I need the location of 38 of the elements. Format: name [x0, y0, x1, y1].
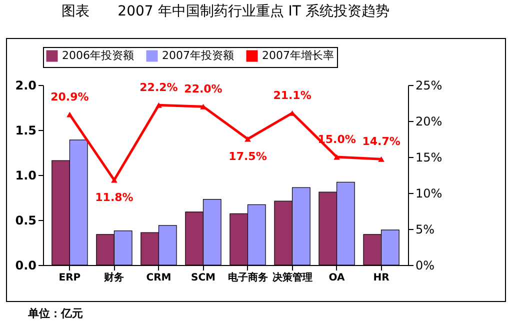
point	[378, 156, 384, 162]
point	[156, 102, 162, 108]
x-tick-label: OA	[328, 272, 346, 284]
x-tick-label: 决策管理	[272, 272, 312, 284]
y2-tick-label: 20%	[416, 114, 442, 128]
data-label: 14.7%	[362, 135, 400, 148]
x-tick-label: 财务	[103, 272, 124, 284]
data-label: 17.5%	[228, 150, 267, 163]
y-tick-label: 1.0	[15, 168, 36, 182]
data-label: 22.2%	[140, 81, 178, 94]
x-tick-label: SCM	[190, 272, 216, 284]
y-tick-label: 1.5	[15, 124, 36, 138]
y2-tick-label: 25%	[416, 78, 442, 92]
data-label: 22.0%	[184, 82, 222, 96]
point	[244, 136, 251, 142]
y-tick-label: 0.0	[15, 258, 36, 272]
point	[334, 154, 340, 160]
data-label: 15.0%	[318, 133, 356, 146]
legend-label: 2007年投资额	[162, 49, 234, 62]
text: 单位：亿元	[28, 306, 83, 321]
x-tick-label: HR	[373, 272, 390, 284]
data-label: 20.9%	[50, 90, 89, 104]
y-tick-label: 2.0	[15, 78, 36, 92]
legend-label: 2006年投资额	[62, 49, 134, 62]
y2-tick-label: 15%	[416, 150, 442, 164]
y2-tick-label: 0%	[416, 258, 435, 272]
data-label: 11.8%	[95, 191, 134, 204]
point	[111, 177, 118, 183]
point	[66, 112, 73, 118]
data-label: 21.1%	[273, 89, 312, 102]
x-tick-label: 电子商务	[228, 272, 268, 284]
y-tick-label: 0.5	[15, 214, 36, 228]
x-tick-label: ERP	[58, 272, 81, 284]
y2-tick-label: 5%	[416, 222, 435, 236]
legend-label: 2007年增长率	[262, 49, 334, 62]
x-tick-label: CRM	[146, 272, 172, 284]
y2-tick-label: 10%	[416, 186, 442, 200]
chart-title: 图表 2007 年中国制药行业重点 IT 系统投资趋势	[62, 4, 390, 20]
